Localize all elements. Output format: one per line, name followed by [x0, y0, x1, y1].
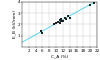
- Point: [89, 5, 91, 6]
- Point: [93, 2, 94, 3]
- Point: [42, 33, 43, 34]
- Point: [64, 17, 65, 18]
- Point: [54, 24, 55, 25]
- Y-axis label: E_B (kV/mm): E_B (kV/mm): [12, 10, 16, 38]
- Point: [66, 18, 67, 19]
- Point: [69, 17, 70, 18]
- Point: [60, 18, 62, 19]
- Point: [55, 23, 57, 24]
- Point: [59, 23, 60, 24]
- Point: [62, 20, 64, 21]
- Point: [60, 20, 62, 21]
- X-axis label: C_A (%): C_A (%): [51, 54, 68, 58]
- Point: [59, 19, 60, 20]
- Point: [67, 16, 69, 17]
- Point: [40, 31, 42, 32]
